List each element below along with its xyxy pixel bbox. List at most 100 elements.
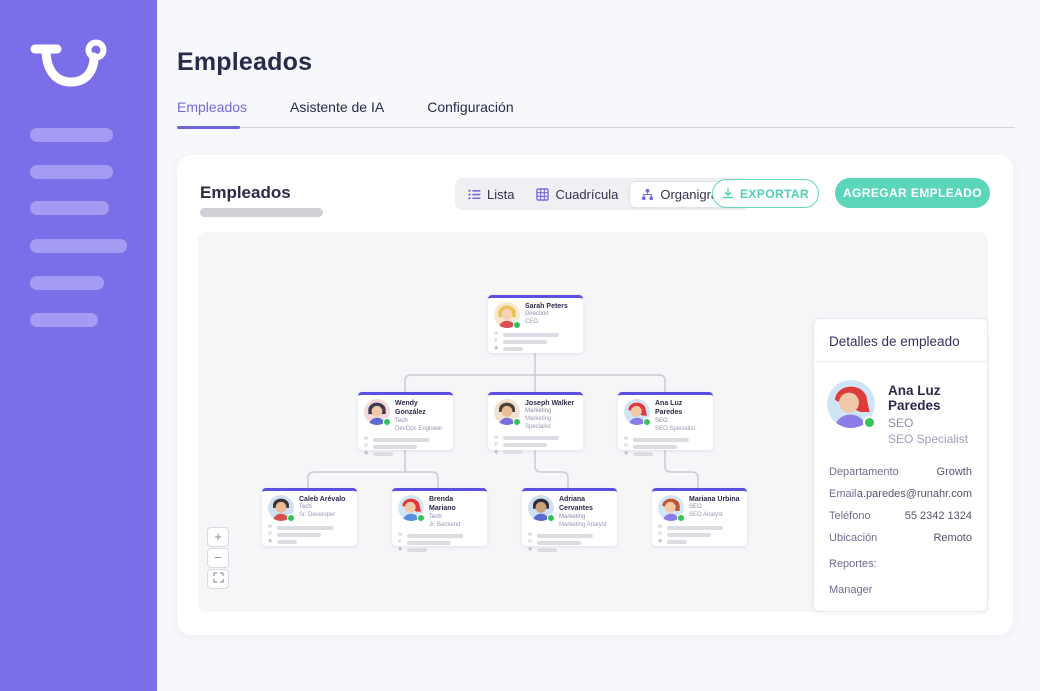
employee-details-panel: Detalles de empleado Ana Luz Paredes SEO… xyxy=(813,318,988,612)
employee-title: SEO Specialist xyxy=(655,425,696,432)
email-placeholder xyxy=(373,437,429,442)
org-node-sarah-peters[interactable]: Sarah Peters Direction CEO ✉ ✆ ◉ xyxy=(488,295,583,353)
nav-placeholder xyxy=(30,239,127,253)
employee-title: CEO xyxy=(525,319,539,326)
avatar xyxy=(658,495,685,522)
field-value-telefono: 55 2342 1324 xyxy=(904,510,972,522)
view-toggle-cuadricula[interactable]: Cuadrícula xyxy=(525,182,629,207)
avatar xyxy=(268,495,295,522)
field-label-departamento: Departamento xyxy=(829,466,899,478)
employee-dept: Direction xyxy=(525,311,549,318)
employees-panel: Empleados Lista Cuadrícula xyxy=(177,155,1013,635)
employee-name: Adriana Cervantes xyxy=(559,496,593,513)
org-node-ana-luz-paredes[interactable]: Ana Luz Paredes SEO SEO Specialist ✉ ✆ ◉ xyxy=(618,392,713,456)
email-placeholder xyxy=(503,436,559,441)
org-chart-icon xyxy=(642,188,654,200)
location-placeholder xyxy=(537,547,557,552)
envelope-icon: ✉ xyxy=(658,524,663,530)
status-dot xyxy=(513,321,521,329)
employee-dept: Tech xyxy=(395,417,408,424)
phone-placeholder xyxy=(277,532,321,537)
employee-name: Mariana Urbina xyxy=(689,496,740,503)
tab-configuracion[interactable]: Configuración xyxy=(427,99,514,115)
avatar xyxy=(528,495,555,522)
employee-title: SEO Analyst xyxy=(689,512,723,519)
envelope-icon: ✉ xyxy=(624,436,629,443)
employee-title: DevOps Engineer xyxy=(395,425,443,432)
status-dot xyxy=(287,514,295,522)
details-dept: SEO xyxy=(888,416,914,430)
active-tab-underline xyxy=(177,126,240,129)
location-icon: ◉ xyxy=(528,546,533,553)
email-placeholder xyxy=(667,525,723,530)
org-node-wendy-gonzalez[interactable]: Wendy González Tech DevOps Engineer ✉ ✆ … xyxy=(358,392,453,456)
field-value-ubicacion: Remoto xyxy=(933,532,972,544)
page-title: Empleados xyxy=(177,48,313,76)
details-title: Detalles de empleado xyxy=(814,319,987,362)
email-placeholder xyxy=(277,525,333,530)
location-placeholder xyxy=(633,451,653,456)
location-placeholder xyxy=(373,451,393,456)
org-node-joseph-walker[interactable]: Joseph Walker Marketing Marketing Specia… xyxy=(488,392,583,455)
envelope-icon: ✉ xyxy=(494,331,499,337)
details-role: SEO Specialist xyxy=(888,432,969,446)
phone-placeholder xyxy=(503,443,547,448)
location-icon: ◉ xyxy=(494,448,499,455)
org-node-mariana-urbina[interactable]: Mariana Urbina SEO SEO Analyst ✉ ✆ ◉ xyxy=(652,488,747,546)
view-toggle: Lista Cuadrícula Organigrama xyxy=(455,178,751,210)
avatar xyxy=(398,495,425,522)
location-icon: ◉ xyxy=(658,538,663,544)
employee-dept: Marketing xyxy=(559,513,586,520)
location-placeholder xyxy=(277,539,297,544)
export-button[interactable]: EXPORTAR xyxy=(712,179,819,208)
zoom-controls: + − xyxy=(207,527,229,589)
status-dot xyxy=(417,514,425,522)
tab-bar: Empleados Asistente de IA Configuración xyxy=(177,99,514,129)
employee-dept: SEO xyxy=(655,417,668,424)
tab-divider xyxy=(177,127,1015,128)
envelope-icon: ✉ xyxy=(494,434,499,441)
org-node-adriana-cervantes[interactable]: Adriana Cervantes Marketing Marketing An… xyxy=(522,488,617,552)
employee-title: Sr. Developer xyxy=(299,512,336,519)
phone-placeholder xyxy=(667,532,711,537)
phone-placeholder xyxy=(407,540,451,545)
grid-icon xyxy=(536,187,550,201)
view-toggle-label: Lista xyxy=(487,186,515,202)
employee-dept: Tech xyxy=(429,513,442,520)
org-node-caleb-arevalo[interactable]: Caleb Arévalo Tech Sr. Developer ✉ ✆ ◉ xyxy=(262,488,357,546)
email-placeholder xyxy=(407,533,463,538)
view-toggle-lista[interactable]: Lista xyxy=(457,182,525,207)
zoom-out-button[interactable]: − xyxy=(207,548,229,568)
phone-icon: ✆ xyxy=(494,441,499,448)
location-placeholder xyxy=(503,346,523,351)
phone-icon: ✆ xyxy=(528,539,533,546)
envelope-icon: ✉ xyxy=(398,532,403,539)
details-avatar xyxy=(827,380,876,429)
details-name: Ana Luz Paredes xyxy=(888,383,941,413)
status-dot xyxy=(863,416,876,429)
fit-screen-icon xyxy=(212,572,224,583)
nav-placeholder xyxy=(30,276,104,290)
add-employee-label: AGREGAR EMPLEADO xyxy=(842,186,983,200)
nav-placeholder xyxy=(30,128,113,142)
envelope-icon: ✉ xyxy=(268,524,273,530)
phone-placeholder xyxy=(373,444,417,449)
phone-placeholder xyxy=(537,540,581,545)
employee-dept: SEO xyxy=(689,504,702,511)
employee-dept: Tech xyxy=(299,504,312,511)
avatar xyxy=(494,302,521,329)
zoom-in-button[interactable]: + xyxy=(207,527,229,547)
employee-name: Brenda Mariano xyxy=(429,496,456,513)
location-placeholder xyxy=(503,450,523,455)
fit-screen-button[interactable] xyxy=(207,569,229,589)
field-label-email: Email xyxy=(829,488,857,500)
avatar xyxy=(494,399,521,426)
location-placeholder xyxy=(667,539,687,544)
employee-title: Jr. Backend xyxy=(429,521,461,528)
add-employee-button[interactable]: AGREGAR EMPLEADO xyxy=(835,178,990,208)
phone-placeholder xyxy=(503,339,547,344)
tab-asistente-ia[interactable]: Asistente de IA xyxy=(290,99,385,115)
org-node-brenda-mariano[interactable]: Brenda Mariano Tech Jr. Backend ✉ ✆ ◉ xyxy=(392,488,487,552)
tab-empleados[interactable]: Empleados xyxy=(177,99,248,115)
export-label: EXPORTAR xyxy=(740,186,809,201)
